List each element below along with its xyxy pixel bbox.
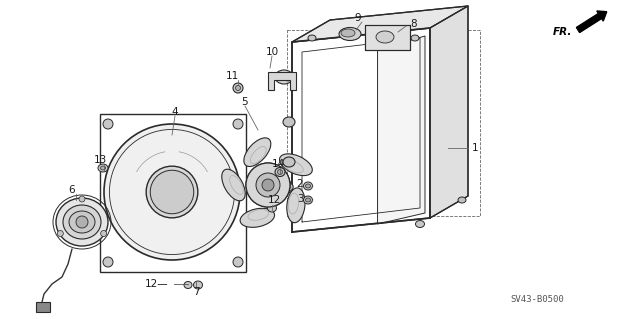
Text: 9: 9 [355,13,362,23]
Ellipse shape [305,198,310,202]
Ellipse shape [303,196,312,204]
Ellipse shape [184,281,192,288]
Circle shape [58,231,63,236]
Text: 10: 10 [266,47,278,57]
Ellipse shape [283,183,293,191]
Ellipse shape [233,83,243,93]
Text: 11: 11 [225,71,239,81]
Ellipse shape [193,281,202,289]
Circle shape [254,171,282,199]
Polygon shape [268,72,296,90]
Circle shape [261,178,275,192]
Circle shape [79,196,85,202]
Ellipse shape [283,157,295,167]
Text: 13: 13 [93,155,107,165]
Circle shape [150,170,194,214]
Circle shape [153,173,191,211]
Circle shape [246,163,290,207]
Circle shape [76,216,88,228]
Text: FR.: FR. [552,27,572,37]
Ellipse shape [69,211,95,233]
Circle shape [256,173,280,197]
Polygon shape [292,6,468,42]
Text: 5: 5 [242,97,248,107]
Ellipse shape [63,205,101,239]
Text: 8: 8 [410,19,417,29]
Ellipse shape [268,204,276,212]
Ellipse shape [305,184,310,188]
Ellipse shape [287,188,305,223]
Ellipse shape [100,166,106,170]
Text: 1: 1 [472,143,479,153]
Polygon shape [430,6,468,218]
Circle shape [146,166,198,218]
Ellipse shape [275,70,293,84]
Text: SV43-B0500: SV43-B0500 [510,295,564,305]
Ellipse shape [339,27,361,41]
Text: 7: 7 [193,287,199,297]
Circle shape [103,257,113,267]
Circle shape [104,124,240,260]
Ellipse shape [283,73,293,81]
Ellipse shape [236,85,241,91]
Ellipse shape [222,169,245,201]
Ellipse shape [240,208,275,227]
Ellipse shape [458,197,466,203]
Circle shape [246,163,290,207]
Ellipse shape [303,182,312,190]
Ellipse shape [275,180,293,194]
Ellipse shape [308,35,316,41]
Polygon shape [378,36,425,224]
Circle shape [160,180,184,204]
Text: 4: 4 [172,107,179,117]
Ellipse shape [98,164,108,172]
Text: 3: 3 [297,194,303,204]
Polygon shape [292,28,430,232]
Circle shape [100,231,107,236]
Ellipse shape [275,167,285,176]
Ellipse shape [376,31,394,43]
Ellipse shape [283,117,295,127]
Circle shape [233,119,243,129]
Circle shape [103,119,113,129]
FancyArrow shape [577,11,607,33]
Text: 2: 2 [297,179,303,189]
Text: 6: 6 [68,185,76,195]
Ellipse shape [341,29,355,37]
Ellipse shape [244,138,271,167]
Ellipse shape [280,154,312,175]
Polygon shape [365,25,410,50]
Circle shape [262,179,274,191]
Ellipse shape [415,220,424,227]
Ellipse shape [411,35,419,41]
Text: 14: 14 [271,159,285,169]
Circle shape [233,257,243,267]
Text: 12: 12 [268,195,280,205]
Ellipse shape [278,169,282,174]
Ellipse shape [56,198,108,246]
Text: 12—: 12— [145,279,168,289]
Polygon shape [36,302,50,312]
